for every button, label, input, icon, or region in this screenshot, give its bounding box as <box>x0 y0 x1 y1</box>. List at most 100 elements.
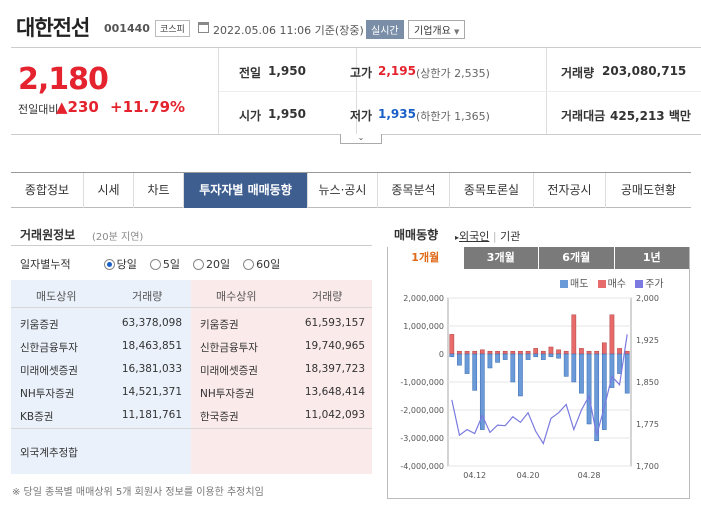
link-foreign[interactable]: 외국인 <box>459 230 490 243</box>
buy-bar <box>594 350 600 355</box>
tab-summary[interactable]: 종합정보 <box>11 173 84 208</box>
buy-bar <box>556 349 561 355</box>
buy-column <box>191 280 372 474</box>
high-value: 2,195 <box>378 64 416 78</box>
sell-bar <box>464 353 470 374</box>
low-value: 1,935 <box>378 107 416 121</box>
sell-bar <box>586 353 592 425</box>
stock-code: 001440 <box>104 22 150 35</box>
expand-toggle[interactable]: ⌄ <box>340 134 382 144</box>
sell-bar <box>617 353 622 374</box>
legend-swatch-sell <box>560 280 568 288</box>
sell-volume: 14,521,371 <box>121 386 182 398</box>
foreign-estimate: 외국계추정합 <box>20 447 78 459</box>
sell-bar <box>533 353 539 358</box>
trader-note: ※ 당일 종목별 매매상위 5개 회원사 정보를 이용한 추정치임 <box>12 487 264 498</box>
th-buy: 매수상위 <box>216 290 257 303</box>
sell-bar <box>594 353 600 442</box>
radio-20d[interactable]: 20일 <box>192 258 230 271</box>
buy-bar <box>533 348 539 355</box>
tab-discussion[interactable]: 종목토론실 <box>450 173 534 208</box>
tab-news[interactable]: 뉴스·공시 <box>308 173 378 208</box>
tab-quote[interactable]: 시세 <box>84 173 134 208</box>
sell-broker: NH투자증권 <box>20 388 75 400</box>
sell-bar <box>571 353 577 383</box>
buy-bar <box>464 350 470 355</box>
sell-bar <box>502 353 508 360</box>
prev-label: 전일 <box>239 66 262 80</box>
y-left-tick: -4,000,000 <box>400 462 444 471</box>
th-sell-vol: 거래량 <box>132 290 163 303</box>
buy-bar <box>525 350 531 355</box>
sell-bar <box>525 353 531 360</box>
divider <box>219 91 701 92</box>
tab-analysis[interactable]: 종목분석 <box>378 173 450 208</box>
divider <box>11 245 372 246</box>
sell-bar <box>479 353 485 430</box>
y-right-tick: 1,925 <box>636 336 659 345</box>
th-buy-vol: 거래량 <box>312 290 343 303</box>
radio-5d[interactable]: 5일 <box>149 258 180 271</box>
sell-column <box>11 280 191 474</box>
legend-sell: 매도 <box>570 279 589 290</box>
trader-title: 거래원정보 <box>20 228 76 242</box>
trend-chart: 2,000,000 1,000,000 0 -1,000,000 -2,000,000 -… <box>400 294 659 480</box>
prev-value: 1,950 <box>268 64 306 78</box>
buy-bar <box>502 350 508 355</box>
period-tabs: 1개월 3개월 6개월 1년 <box>388 247 689 269</box>
radio-icon <box>192 259 204 270</box>
sell-bar <box>601 353 607 430</box>
buy-broker: 한국증권 <box>200 411 239 423</box>
buy-bar <box>472 350 478 355</box>
sell-bar <box>540 353 546 360</box>
radio-60d[interactable]: 60일 <box>243 258 280 271</box>
sell-bar <box>624 353 630 394</box>
low-label: 저가 <box>350 109 373 123</box>
calendar-icon <box>198 22 209 33</box>
trend-links: ▸외국인 | 기관 <box>455 230 521 243</box>
y-left-tick: -1,000,000 <box>400 378 444 387</box>
chart-legend: 매도 매수 주가 <box>560 275 664 290</box>
tab-disclosure[interactable]: 전자공시 <box>534 173 606 208</box>
diff-label: 전일대비 <box>18 103 59 116</box>
legend-swatch-buy <box>597 280 606 288</box>
tab-chart[interactable]: 차트 <box>134 173 184 208</box>
divider <box>11 428 372 429</box>
period-tab-3m[interactable]: 3개월 <box>463 247 539 269</box>
tab-investor-trend[interactable]: 투자자별 매매동향 <box>184 173 308 208</box>
company-overview-button[interactable]: 기업개요 ▼ <box>408 20 466 39</box>
buy-volume: 11,042,093 <box>304 409 365 421</box>
period-label: 일자별누적 <box>20 258 71 271</box>
realtime-button[interactable]: 실시간 <box>366 20 404 39</box>
sell-volume: 16,381,033 <box>121 363 182 375</box>
link-institution[interactable]: 기관 <box>500 230 521 243</box>
buy-bar <box>617 348 622 355</box>
y-right-tick: 1,700 <box>636 462 659 471</box>
radio-today[interactable]: 당일 <box>103 258 137 271</box>
sell-bar <box>449 353 455 358</box>
legend-buy: 매수 <box>607 279 626 290</box>
sell-bar <box>579 353 584 394</box>
stock-name: 대한전선 <box>16 16 90 40</box>
divider <box>11 307 372 308</box>
period-tab-1m[interactable]: 1개월 <box>388 247 464 269</box>
buy-volume: 61,593,157 <box>304 317 365 329</box>
buy-bar <box>495 350 500 355</box>
sell-bar <box>510 353 516 383</box>
sell-bar <box>518 353 523 397</box>
sell-bar <box>563 353 569 377</box>
tab-short-selling[interactable]: 공매도현황 <box>620 183 677 197</box>
market-badge: 코스피 <box>155 20 190 37</box>
period-tab-1y[interactable]: 1년 <box>614 247 689 269</box>
buy-volume: 18,397,723 <box>304 363 365 375</box>
sell-broker: KB증권 <box>20 411 54 423</box>
price-line <box>451 334 628 446</box>
radio-checked-icon <box>103 259 115 270</box>
sell-bar <box>472 353 478 391</box>
up-arrow-icon: ▲ <box>56 98 68 116</box>
chevron-down-icon: ▼ <box>454 28 460 36</box>
period-selector: 일자별누적 당일 5일 20일 60일 <box>20 256 280 272</box>
amount-value: 425,213 백만 <box>610 109 691 123</box>
radio-icon <box>149 259 161 270</box>
period-tab-6m[interactable]: 6개월 <box>539 247 615 269</box>
